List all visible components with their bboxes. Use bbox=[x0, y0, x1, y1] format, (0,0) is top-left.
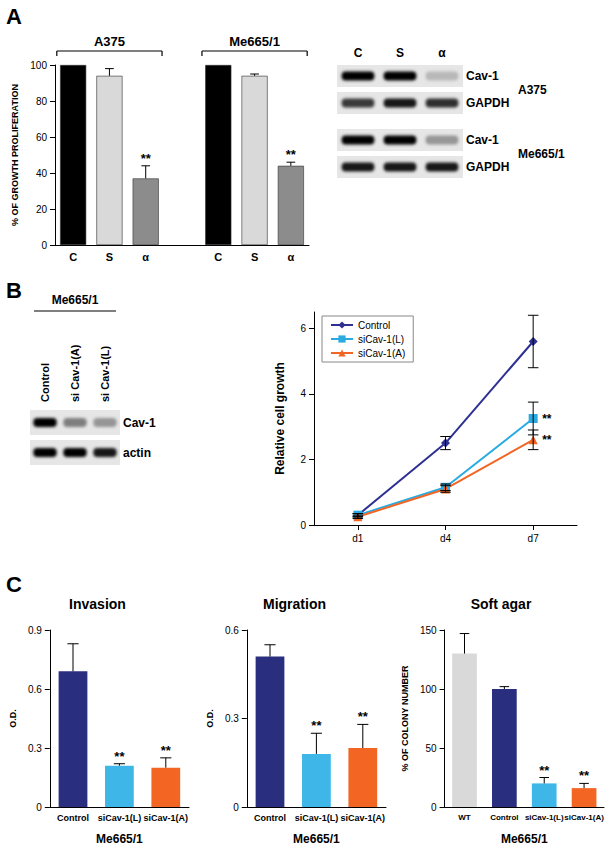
svg-text:siCav-1(L): siCav-1(L) bbox=[525, 813, 564, 822]
svg-text:Cav-1: Cav-1 bbox=[123, 416, 156, 430]
svg-text:20: 20 bbox=[36, 204, 48, 215]
svg-text:siCav-1(L): siCav-1(L) bbox=[358, 334, 404, 345]
svg-text:Me665/1: Me665/1 bbox=[229, 34, 280, 49]
svg-text:siCav-1(A): siCav-1(A) bbox=[564, 813, 604, 822]
svg-text:S: S bbox=[106, 251, 113, 263]
svg-text:GAPDH: GAPDH bbox=[466, 160, 509, 174]
svg-text:Me665/1: Me665/1 bbox=[518, 147, 565, 161]
svg-text:O.D.: O.D. bbox=[8, 709, 18, 728]
svg-text:Cav-1: Cav-1 bbox=[466, 133, 499, 147]
svg-text:0.6: 0.6 bbox=[225, 625, 239, 636]
svg-text:Control: Control bbox=[39, 363, 51, 402]
svg-text:% OF GROWTH PROLIFERATION: % OF GROWTH PROLIFERATION bbox=[10, 84, 20, 226]
svg-text:Cav-1: Cav-1 bbox=[466, 69, 499, 83]
svg-text:60: 60 bbox=[36, 132, 48, 143]
svg-text:Soft agar: Soft agar bbox=[471, 596, 532, 612]
svg-text:0.3: 0.3 bbox=[225, 713, 239, 724]
svg-text:Control: Control bbox=[57, 813, 89, 823]
svg-text:**: ** bbox=[286, 147, 297, 162]
svg-text:WT: WT bbox=[458, 813, 471, 822]
svg-text:100: 100 bbox=[30, 60, 47, 71]
svg-text:si Cav-1(L): si Cav-1(L) bbox=[99, 345, 111, 402]
svg-text:0: 0 bbox=[41, 240, 47, 251]
svg-text:0: 0 bbox=[36, 802, 42, 813]
svg-text:S: S bbox=[396, 46, 404, 60]
svg-text:Me665/1: Me665/1 bbox=[96, 832, 143, 846]
svg-text:0: 0 bbox=[300, 520, 306, 531]
svg-text:0.9: 0.9 bbox=[28, 625, 42, 636]
svg-text:A375: A375 bbox=[94, 34, 125, 49]
svg-text:**: ** bbox=[542, 433, 552, 447]
svg-text:80: 80 bbox=[36, 96, 48, 107]
svg-text:Me665/1: Me665/1 bbox=[501, 832, 548, 846]
svg-text:si Cav-1(A): si Cav-1(A) bbox=[69, 344, 81, 402]
svg-text:40: 40 bbox=[36, 168, 48, 179]
svg-text:0: 0 bbox=[233, 802, 239, 813]
svg-text:siCav-1(L): siCav-1(L) bbox=[295, 813, 339, 823]
svg-text:0.6: 0.6 bbox=[28, 684, 42, 695]
svg-text:d7: d7 bbox=[528, 533, 540, 544]
svg-text:100: 100 bbox=[420, 684, 437, 695]
svg-text:Control: Control bbox=[254, 813, 286, 823]
svg-text:siCav-1(L): siCav-1(L) bbox=[98, 813, 142, 823]
svg-text:Control: Control bbox=[490, 813, 518, 822]
html-text:C: C bbox=[6, 572, 22, 597]
svg-text:α: α bbox=[438, 46, 446, 60]
svg-text:**: ** bbox=[114, 749, 125, 764]
svg-text:C: C bbox=[354, 46, 363, 60]
svg-text:C: C bbox=[69, 251, 77, 263]
svg-text:0.3: 0.3 bbox=[28, 743, 42, 754]
svg-text:O.D.: O.D. bbox=[205, 709, 215, 728]
svg-text:**: ** bbox=[141, 151, 152, 166]
svg-text:Migration: Migration bbox=[263, 596, 326, 612]
svg-text:**: ** bbox=[539, 763, 550, 778]
svg-text:C: C bbox=[214, 251, 222, 263]
svg-text:siCav-1(A): siCav-1(A) bbox=[341, 813, 386, 823]
svg-text:S: S bbox=[251, 251, 258, 263]
svg-text:Relative cell growth: Relative cell growth bbox=[273, 362, 287, 475]
svg-text:Me665/1: Me665/1 bbox=[52, 293, 99, 307]
svg-text:siCav-1(A): siCav-1(A) bbox=[358, 348, 405, 359]
html-text:B: B bbox=[6, 278, 22, 303]
svg-text:**: ** bbox=[358, 709, 369, 724]
html-text:A: A bbox=[6, 4, 22, 29]
svg-text:**: ** bbox=[579, 768, 590, 783]
svg-text:α: α bbox=[142, 251, 149, 263]
svg-text:Me665/1: Me665/1 bbox=[293, 832, 340, 846]
svg-text:6: 6 bbox=[300, 323, 306, 334]
svg-text:150: 150 bbox=[420, 625, 437, 636]
svg-text:% OF COLONY NUMBER: % OF COLONY NUMBER bbox=[400, 665, 410, 771]
svg-text:0: 0 bbox=[431, 802, 437, 813]
svg-text:**: ** bbox=[542, 412, 552, 426]
svg-text:50: 50 bbox=[425, 743, 437, 754]
svg-text:α: α bbox=[287, 251, 294, 263]
svg-text:2: 2 bbox=[300, 454, 306, 465]
svg-text:GAPDH: GAPDH bbox=[466, 96, 509, 110]
svg-text:4: 4 bbox=[300, 388, 306, 399]
svg-text:d4: d4 bbox=[440, 533, 452, 544]
svg-text:Invasion: Invasion bbox=[69, 596, 126, 612]
svg-text:d1: d1 bbox=[352, 533, 364, 544]
svg-text:Control: Control bbox=[358, 320, 390, 331]
svg-text:A375: A375 bbox=[518, 83, 547, 97]
svg-text:**: ** bbox=[161, 743, 172, 758]
svg-text:**: ** bbox=[311, 718, 322, 733]
svg-text:siCav-1(A): siCav-1(A) bbox=[144, 813, 189, 823]
svg-text:actin: actin bbox=[123, 446, 151, 460]
